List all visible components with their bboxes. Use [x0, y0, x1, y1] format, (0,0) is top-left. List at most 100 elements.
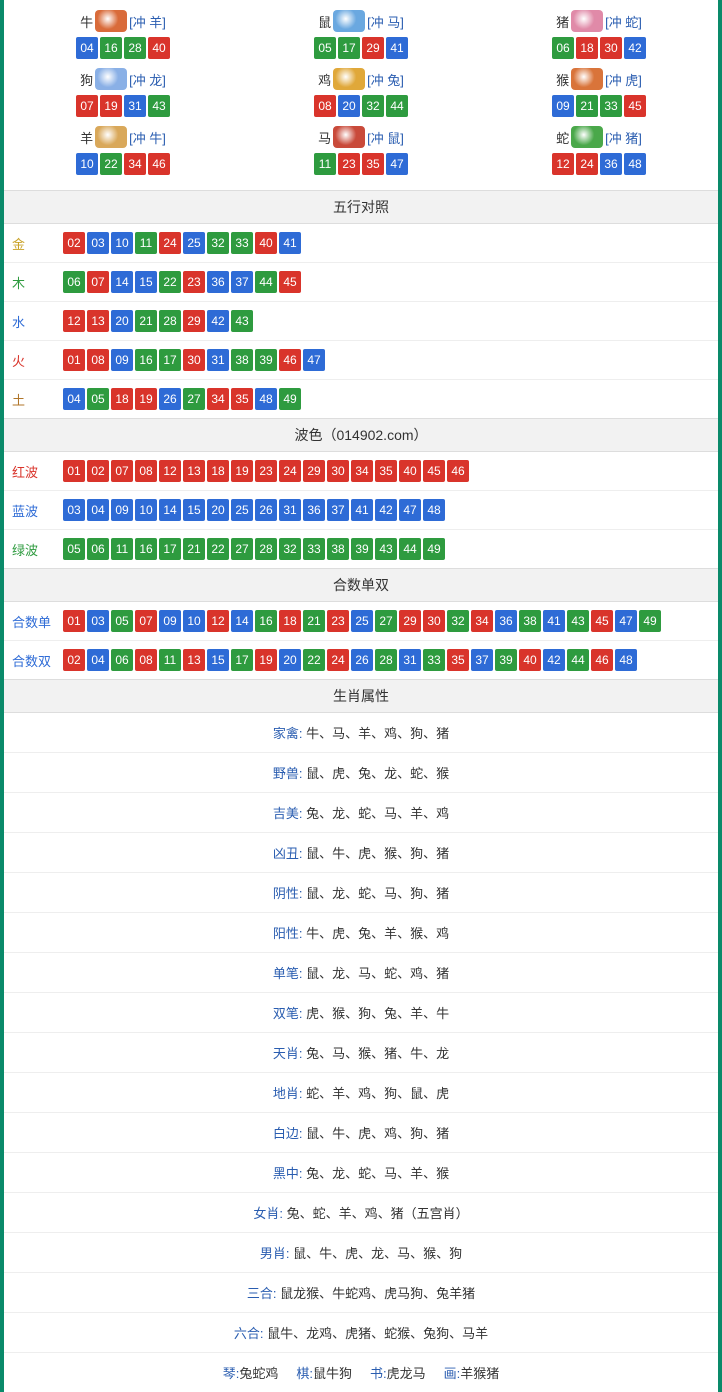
row-balls: 06071415222336374445 [62, 269, 710, 295]
row-label: 火 [12, 351, 62, 370]
number-ball: 49 [639, 610, 661, 632]
zodiac-name: 猴 [556, 70, 569, 89]
number-ball: 07 [111, 460, 133, 482]
attribute-text: 鼠、虎、兔、龙、蛇、猴 [306, 766, 449, 781]
number-ball: 44 [399, 538, 421, 560]
number-ball: 01 [63, 460, 85, 482]
number-ball: 03 [87, 232, 109, 254]
number-ball: 30 [183, 349, 205, 371]
number-ball: 48 [255, 388, 277, 410]
number-ball: 43 [375, 538, 397, 560]
number-ball: 46 [447, 460, 469, 482]
page-frame: 牛 [冲 羊] 04162840 鼠 [冲 马] 05172941 猪 [冲 蛇… [0, 0, 722, 1392]
number-ball: 40 [399, 460, 421, 482]
number-ball: 43 [567, 610, 589, 632]
number-ball: 34 [351, 460, 373, 482]
section-header-bose: 波色（014902.com） [4, 418, 718, 452]
number-ball: 19 [135, 388, 157, 410]
number-ball: 08 [314, 95, 336, 117]
number-ball: 35 [231, 388, 253, 410]
number-ball: 06 [87, 538, 109, 560]
data-row: 蓝波 03040910141520252631363741424748 [4, 491, 718, 530]
attribute-label: 三合: [247, 1286, 277, 1301]
zodiac-name: 马 [318, 128, 331, 147]
zodiac-cell: 猪 [冲 蛇] 06183042 [480, 6, 718, 64]
number-ball: 32 [447, 610, 469, 632]
number-ball: 08 [87, 349, 109, 371]
number-ball: 07 [87, 271, 109, 293]
number-ball: 31 [279, 499, 301, 521]
zodiac-name: 蛇 [556, 128, 569, 147]
number-ball: 25 [183, 232, 205, 254]
number-ball: 43 [148, 95, 170, 117]
number-ball: 17 [231, 649, 253, 671]
number-ball: 12 [552, 153, 574, 175]
number-ball: 26 [351, 649, 373, 671]
number-ball: 22 [303, 649, 325, 671]
attribute-label: 阴性: [273, 886, 303, 901]
number-ball: 01 [63, 610, 85, 632]
number-ball: 37 [327, 499, 349, 521]
attribute-text: 兔、龙、蛇、马、羊、猴 [306, 1166, 449, 1181]
number-ball: 09 [111, 499, 133, 521]
four-arts-text: 兔蛇鸡 [239, 1366, 278, 1381]
number-ball: 45 [591, 610, 613, 632]
section-header-heshu: 合数单双 [4, 568, 718, 602]
number-ball: 16 [135, 349, 157, 371]
attribute-row: 阳性: 牛、虎、兔、羊、猴、鸡 [4, 913, 718, 953]
number-ball: 20 [207, 499, 229, 521]
number-ball: 10 [183, 610, 205, 632]
zodiac-clash: [冲 猪] [605, 128, 642, 147]
zodiac-cell: 猴 [冲 虎] 09213345 [480, 64, 718, 122]
attribute-row: 阴性: 鼠、龙、蛇、马、狗、猪 [4, 873, 718, 913]
data-row: 合数双 020406081113151719202224262831333537… [4, 641, 718, 679]
number-ball: 36 [600, 153, 622, 175]
row-label: 绿波 [12, 540, 62, 559]
attribute-text: 鼠龙猴、牛蛇鸡、虎马狗、兔羊猪 [280, 1286, 475, 1301]
number-ball: 33 [423, 649, 445, 671]
number-ball: 42 [624, 37, 646, 59]
zodiac-name: 鼠 [318, 12, 331, 31]
data-row: 木 06071415222336374445 [4, 263, 718, 302]
zodiac-icon [571, 10, 603, 32]
row-label: 土 [12, 390, 62, 409]
number-ball: 29 [183, 310, 205, 332]
number-ball: 21 [135, 310, 157, 332]
number-ball: 34 [207, 388, 229, 410]
number-ball: 22 [100, 153, 122, 175]
attribute-text: 虎、猴、狗、兔、羊、牛 [306, 1006, 449, 1021]
attribute-text: 鼠牛、龙鸡、虎猪、蛇猴、兔狗、马羊 [267, 1326, 488, 1341]
number-ball: 41 [543, 610, 565, 632]
attribute-label: 阳性: [273, 926, 303, 941]
attribute-label: 六合: [234, 1326, 264, 1341]
zodiac-cell: 羊 [冲 牛] 10223446 [4, 122, 242, 180]
four-arts-text: 虎龙马 [387, 1366, 426, 1381]
zodiac-name: 狗 [80, 70, 93, 89]
row-label: 木 [12, 273, 62, 292]
attribute-label: 黑中: [273, 1166, 303, 1181]
number-ball: 11 [314, 153, 336, 175]
number-ball: 24 [159, 232, 181, 254]
zodiac-numbers: 04162840 [4, 36, 242, 60]
number-ball: 07 [135, 610, 157, 632]
zodiac-cell: 狗 [冲 龙] 07193143 [4, 64, 242, 122]
row-label: 水 [12, 312, 62, 331]
number-ball: 28 [124, 37, 146, 59]
zodiac-clash: [冲 虎] [605, 70, 642, 89]
row-balls: 0108091617303138394647 [62, 347, 710, 373]
number-ball: 02 [63, 649, 85, 671]
number-ball: 36 [207, 271, 229, 293]
attribute-text: 兔、蛇、羊、鸡、猪（五宫肖） [287, 1206, 469, 1221]
number-ball: 49 [279, 388, 301, 410]
attribute-row: 男肖: 鼠、牛、虎、龙、马、猴、狗 [4, 1233, 718, 1273]
number-ball: 37 [231, 271, 253, 293]
four-arts-label: 琴: [223, 1366, 240, 1381]
attribute-label: 家禽: [273, 726, 303, 741]
zodiac-cell: 蛇 [冲 猪] 12243648 [480, 122, 718, 180]
number-ball: 41 [279, 232, 301, 254]
number-ball: 40 [148, 37, 170, 59]
number-ball: 09 [159, 610, 181, 632]
row-balls: 03040910141520252631363741424748 [62, 497, 710, 523]
attribute-text: 兔、龙、蛇、马、羊、鸡 [306, 806, 449, 821]
zodiac-clash: [冲 蛇] [605, 12, 642, 31]
